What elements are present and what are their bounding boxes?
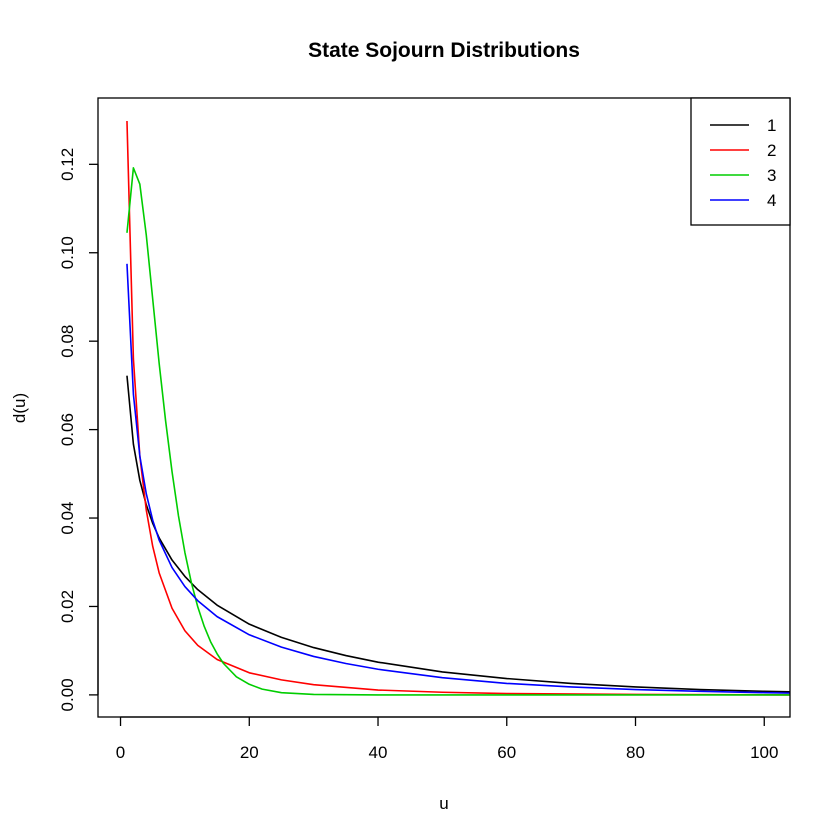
legend-label-2: 2 <box>767 141 776 160</box>
y-tick-label: 0.02 <box>58 590 77 623</box>
y-tick-label: 0.06 <box>58 413 77 446</box>
plot-frame <box>97 97 791 718</box>
chart-title: State Sojourn Distributions <box>308 39 580 62</box>
series-line-2 <box>126 120 790 696</box>
series-line-3 <box>126 167 790 696</box>
y-tick-label: 0.10 <box>58 236 77 269</box>
legend-label-4: 4 <box>767 191 776 210</box>
x-tick-label: 60 <box>497 743 516 762</box>
x-tick-label: 100 <box>750 743 778 762</box>
x-axis-label: u <box>439 794 448 813</box>
y-axis-label: d(u) <box>10 393 29 423</box>
y-tick-label: 0.04 <box>58 501 77 534</box>
x-tick-label: 80 <box>626 743 645 762</box>
y-tick-label: 0.12 <box>58 148 77 181</box>
x-axis: 0 20 40 60 80 100 <box>116 716 778 762</box>
x-tick-label: 20 <box>240 743 259 762</box>
legend-label-3: 3 <box>767 166 776 185</box>
legend-box <box>690 97 791 226</box>
series-layer <box>126 120 790 696</box>
series-line-1 <box>126 375 790 693</box>
y-tick-label: 0.08 <box>58 325 77 358</box>
x-tick-label: 40 <box>369 743 388 762</box>
series-line-4 <box>126 263 790 694</box>
legend-label-1: 1 <box>767 116 776 135</box>
y-axis: 0.00 0.02 0.04 0.06 0.08 0.10 0.12 <box>58 148 99 711</box>
y-tick-label: 0.00 <box>58 678 77 711</box>
legend: 1 2 3 4 <box>690 97 791 226</box>
x-tick-label: 0 <box>116 743 125 762</box>
